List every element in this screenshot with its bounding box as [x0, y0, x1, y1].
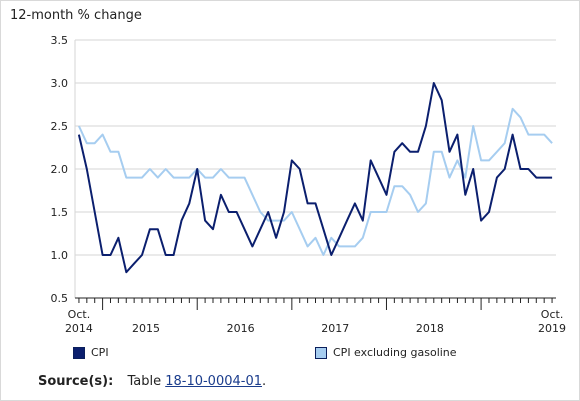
x-axis [75, 297, 556, 310]
gridlines [74, 39, 556, 298]
x-end-year-label: 2019 [538, 322, 566, 335]
source-table-link[interactable]: 18-10-0004-01 [165, 374, 263, 389]
x-start-month-label: Oct. [68, 308, 91, 321]
source-label: Source(s): [38, 374, 114, 389]
y-axis-ticks: 0.5 1.0 1.5 2.0 2.5 3.0 3.5 [51, 34, 69, 305]
y-tick-label: 1.0 [51, 249, 69, 262]
series-line-cpi-excluding-gasoline [77, 107, 553, 256]
legend-label-cpi-excluding-gasoline: CPI excluding gasoline [333, 346, 457, 359]
source-suffix: . [262, 374, 267, 389]
legend-label-cpi: CPI [91, 346, 109, 359]
legend-swatch-cpi [73, 346, 85, 359]
source-note: Source(s): Table 18-10-0004-01. [38, 374, 266, 389]
x-year-label: 2015 [132, 322, 160, 335]
series-lines [77, 82, 553, 274]
legend-swatch-cpi-excluding-gasoline [315, 346, 327, 359]
y-tick-label: 2.0 [51, 163, 69, 176]
legend-item-cpi: CPI [73, 346, 109, 359]
y-tick-label: 3.0 [51, 77, 69, 90]
x-year-label: 2018 [416, 322, 444, 335]
y-tick-label: 3.5 [51, 34, 69, 47]
x-start-year-label: 2014 [65, 322, 93, 335]
y-tick-label: 0.5 [51, 292, 69, 305]
x-year-label: 2016 [227, 322, 255, 335]
y-tick-label: 1.5 [51, 206, 69, 219]
legend: CPI CPI excluding gasoline [70, 346, 550, 364]
source-text: Table [127, 374, 162, 389]
y-axis-title: 12-month % change [10, 8, 142, 23]
y-tick-label: 2.5 [51, 120, 69, 133]
x-year-label: 2017 [321, 322, 349, 335]
legend-item-cpi-excluding-gasoline: CPI excluding gasoline [315, 346, 457, 359]
x-end-month-label: Oct. [541, 308, 564, 321]
cpi-line-chart: 12-month % change 0.51.01.52.02.53.03.5 … [10, 8, 566, 335]
series-line-cpi [77, 82, 553, 274]
